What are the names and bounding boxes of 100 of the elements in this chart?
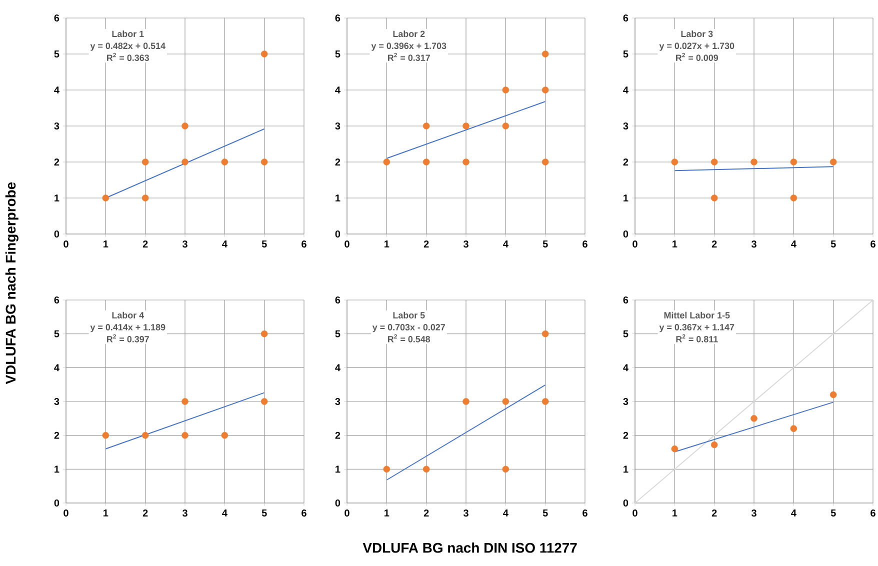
- point: [542, 86, 549, 94]
- point: [142, 194, 149, 202]
- point: [260, 50, 268, 58]
- y-tick-label: 5: [623, 50, 628, 58]
- y-tick-label: 5: [54, 50, 60, 58]
- annotation: y = 0.367x + 1.147: [659, 324, 734, 332]
- point: [260, 158, 268, 166]
- x-tick-label: 1: [672, 240, 678, 248]
- point: [260, 330, 268, 338]
- y-tick-label: 3: [623, 398, 628, 406]
- x-tick-label: 3: [751, 510, 756, 517]
- x-tick-label: 4: [503, 510, 508, 516]
- x-tick-label: 6: [582, 510, 588, 517]
- y-tick-label: 3: [54, 398, 60, 406]
- point: [710, 441, 718, 448]
- y-tick-label: 2: [623, 158, 628, 166]
- y-tick-label: 5: [335, 50, 340, 58]
- x-tick-label: 0: [344, 240, 350, 248]
- annotation: R$^{2}$ = 0.317: [388, 52, 430, 61]
- y-tick-label: 3: [335, 122, 340, 130]
- y-axis-title: VDLUFA BG nach Fingerprobe: [5, 182, 18, 384]
- x-tick-label: 1: [104, 510, 108, 516]
- point: [542, 50, 549, 58]
- point: [542, 330, 549, 338]
- y-tick-label: 1: [336, 194, 340, 202]
- point: [383, 158, 390, 166]
- annotation: y = 0.396x + 1.703: [371, 42, 446, 51]
- y-tick-label: 0: [54, 230, 60, 238]
- point: [422, 122, 430, 130]
- point: [462, 122, 470, 130]
- x-tick-label: 0: [64, 240, 68, 248]
- x-tick-label: 5: [262, 240, 267, 248]
- x-tick-label: 0: [632, 240, 638, 248]
- y-tick-label: 0: [335, 499, 340, 507]
- x-tick-label: 3: [751, 240, 756, 248]
- x-tick-label: 4: [503, 240, 508, 248]
- x-tick-label: 0: [344, 510, 350, 517]
- y-tick-label: 1: [54, 466, 60, 473]
- x-tick-label: 2: [142, 240, 148, 248]
- x-tick-label: 5: [830, 510, 836, 516]
- x-tick-label: 5: [542, 510, 548, 516]
- point: [502, 466, 510, 473]
- y-tick-label: 0: [623, 499, 628, 507]
- x-tick-label: 2: [424, 510, 429, 516]
- point: [221, 432, 228, 439]
- y-tick-label: 5: [623, 330, 628, 338]
- y-tick-label: 2: [54, 158, 60, 166]
- y-tick-label: 4: [54, 86, 60, 94]
- y-tick-label: 3: [623, 122, 628, 130]
- point: [542, 398, 549, 405]
- point: [830, 391, 837, 398]
- annotation: R$^{2}$ = 0.548: [388, 334, 430, 342]
- annotation: R$^{2}$ = 0.811: [676, 334, 718, 342]
- point: [383, 466, 390, 473]
- point: [142, 432, 149, 439]
- text: Labor 5: [393, 312, 425, 318]
- y-tick-label: 3: [54, 122, 60, 130]
- y-tick-label: 6: [54, 14, 60, 22]
- x-tick-label: 0: [632, 510, 638, 517]
- annotation: y = 0.414x + 1.189: [90, 324, 166, 332]
- point: [502, 86, 510, 94]
- point: [182, 432, 188, 439]
- y-tick-label: 0: [335, 230, 340, 238]
- y-tick-label: 4: [335, 86, 340, 94]
- x-tick-label: 6: [302, 510, 306, 517]
- point: [502, 398, 510, 405]
- y-tick-label: 0: [623, 230, 628, 238]
- x-tick-label: 4: [791, 510, 796, 516]
- point: [221, 158, 228, 166]
- point: [671, 445, 678, 452]
- x-tick-label: 5: [830, 240, 836, 248]
- text: Labor 1: [112, 30, 144, 38]
- x-tick-label: 5: [262, 510, 267, 516]
- point: [422, 466, 430, 473]
- point: [790, 425, 798, 432]
- text: Labor 3: [681, 30, 713, 38]
- y-tick-label: 4: [623, 86, 628, 94]
- x-tick-label: 3: [463, 240, 468, 248]
- x-tick-label: 3: [463, 510, 468, 517]
- x-tick-label: 6: [302, 240, 306, 248]
- y-tick-label: 1: [624, 194, 628, 202]
- point: [142, 158, 149, 166]
- point: [182, 398, 188, 405]
- x-tick-label: 6: [582, 240, 588, 248]
- y-tick-label: 4: [54, 364, 60, 372]
- y-tick-label: 2: [54, 432, 60, 439]
- y-tick-label: 0: [54, 499, 60, 507]
- point: [182, 122, 188, 130]
- x-tick-label: 2: [142, 510, 148, 516]
- x-tick-label: 6: [870, 510, 876, 517]
- annotation: R$^{2}$ = 0.363: [106, 52, 150, 61]
- annotation: R$^{2}$ = 0.009: [676, 52, 718, 61]
- x-tick-label: 1: [384, 240, 390, 248]
- point: [750, 415, 758, 422]
- x-tick-label: 4: [791, 240, 796, 248]
- y-tick-label: 1: [624, 466, 628, 473]
- y-tick-label: 2: [335, 158, 340, 166]
- x-tick-label: 2: [712, 510, 717, 516]
- y-tick-label: 6: [54, 296, 60, 304]
- x-axis-title: VDLUFA BG nach DIN ISO 11277: [362, 542, 577, 553]
